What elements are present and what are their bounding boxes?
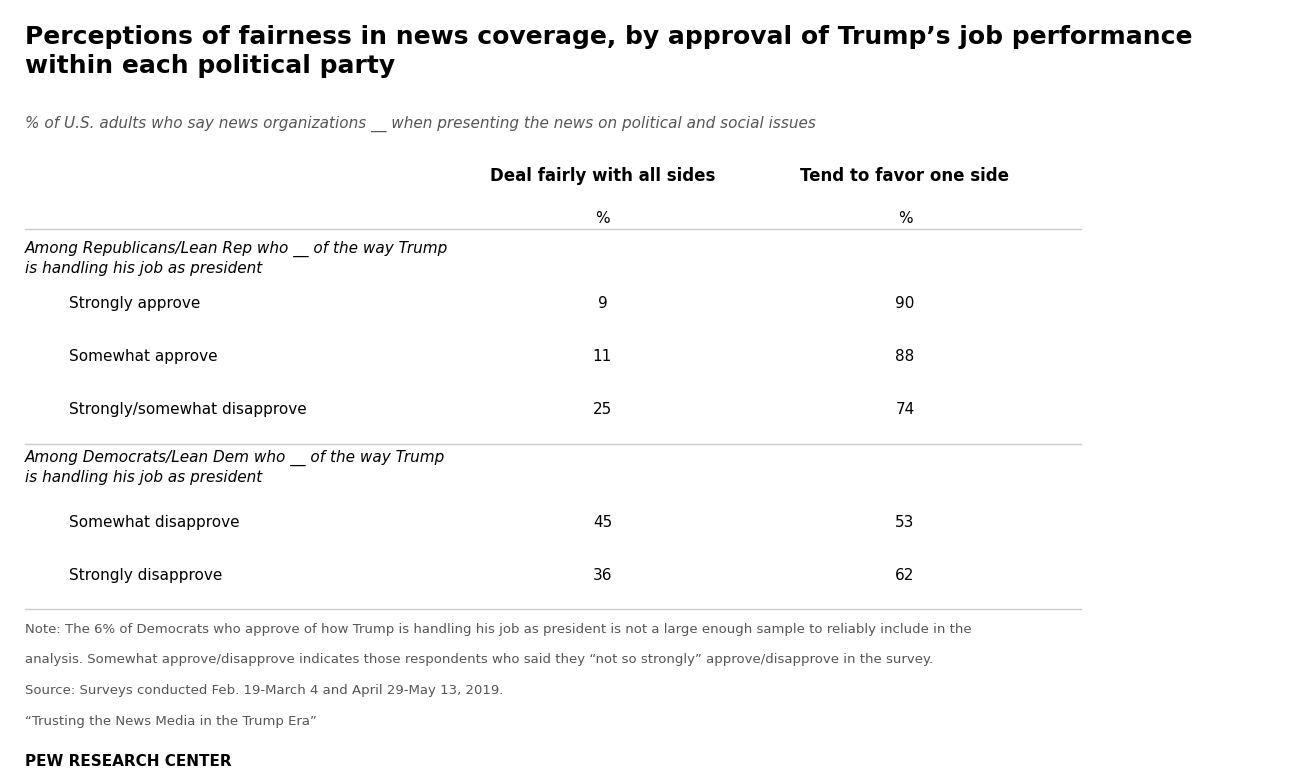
Text: 11: 11 bbox=[593, 349, 612, 364]
Text: Note: The 6% of Democrats who approve of how Trump is handling his job as presid: Note: The 6% of Democrats who approve of… bbox=[25, 623, 972, 636]
Text: Among Republicans/Lean Rep who __ of the way Trump
is handling his job as presid: Among Republicans/Lean Rep who __ of the… bbox=[25, 240, 448, 276]
Text: Strongly/somewhat disapprove: Strongly/somewhat disapprove bbox=[68, 402, 306, 417]
Text: %: % bbox=[898, 211, 912, 226]
Text: Strongly approve: Strongly approve bbox=[68, 296, 200, 311]
Text: Among Democrats/Lean Dem who __ of the way Trump
is handling his job as presiden: Among Democrats/Lean Dem who __ of the w… bbox=[25, 449, 444, 485]
Text: Deal fairly with all sides: Deal fairly with all sides bbox=[490, 167, 714, 185]
Text: Tend to favor one side: Tend to favor one side bbox=[801, 167, 1009, 185]
Text: 88: 88 bbox=[895, 349, 915, 364]
Text: Source: Surveys conducted Feb. 19-March 4 and April 29-May 13, 2019.: Source: Surveys conducted Feb. 19-March … bbox=[25, 684, 503, 697]
Text: PEW RESEARCH CENTER: PEW RESEARCH CENTER bbox=[25, 754, 231, 768]
Text: 9: 9 bbox=[597, 296, 607, 311]
Text: % of U.S. adults who say news organizations __ when presenting the news on polit: % of U.S. adults who say news organizati… bbox=[25, 116, 815, 132]
Text: 62: 62 bbox=[895, 568, 915, 583]
Text: analysis. Somewhat approve/disapprove indicates those respondents who said they : analysis. Somewhat approve/disapprove in… bbox=[25, 654, 933, 667]
Text: Strongly disapprove: Strongly disapprove bbox=[68, 568, 222, 583]
Text: 36: 36 bbox=[593, 568, 612, 583]
Text: Somewhat approve: Somewhat approve bbox=[68, 349, 217, 364]
Text: 25: 25 bbox=[593, 402, 612, 417]
Text: 45: 45 bbox=[593, 515, 612, 530]
Text: %: % bbox=[596, 211, 610, 226]
Text: “Trusting the News Media in the Trump Era”: “Trusting the News Media in the Trump Er… bbox=[25, 715, 317, 727]
Text: 74: 74 bbox=[895, 402, 915, 417]
Text: Somewhat disapprove: Somewhat disapprove bbox=[68, 515, 239, 530]
Text: 90: 90 bbox=[895, 296, 915, 311]
Text: 53: 53 bbox=[895, 515, 915, 530]
Text: Perceptions of fairness in news coverage, by approval of Trump’s job performance: Perceptions of fairness in news coverage… bbox=[25, 25, 1193, 78]
